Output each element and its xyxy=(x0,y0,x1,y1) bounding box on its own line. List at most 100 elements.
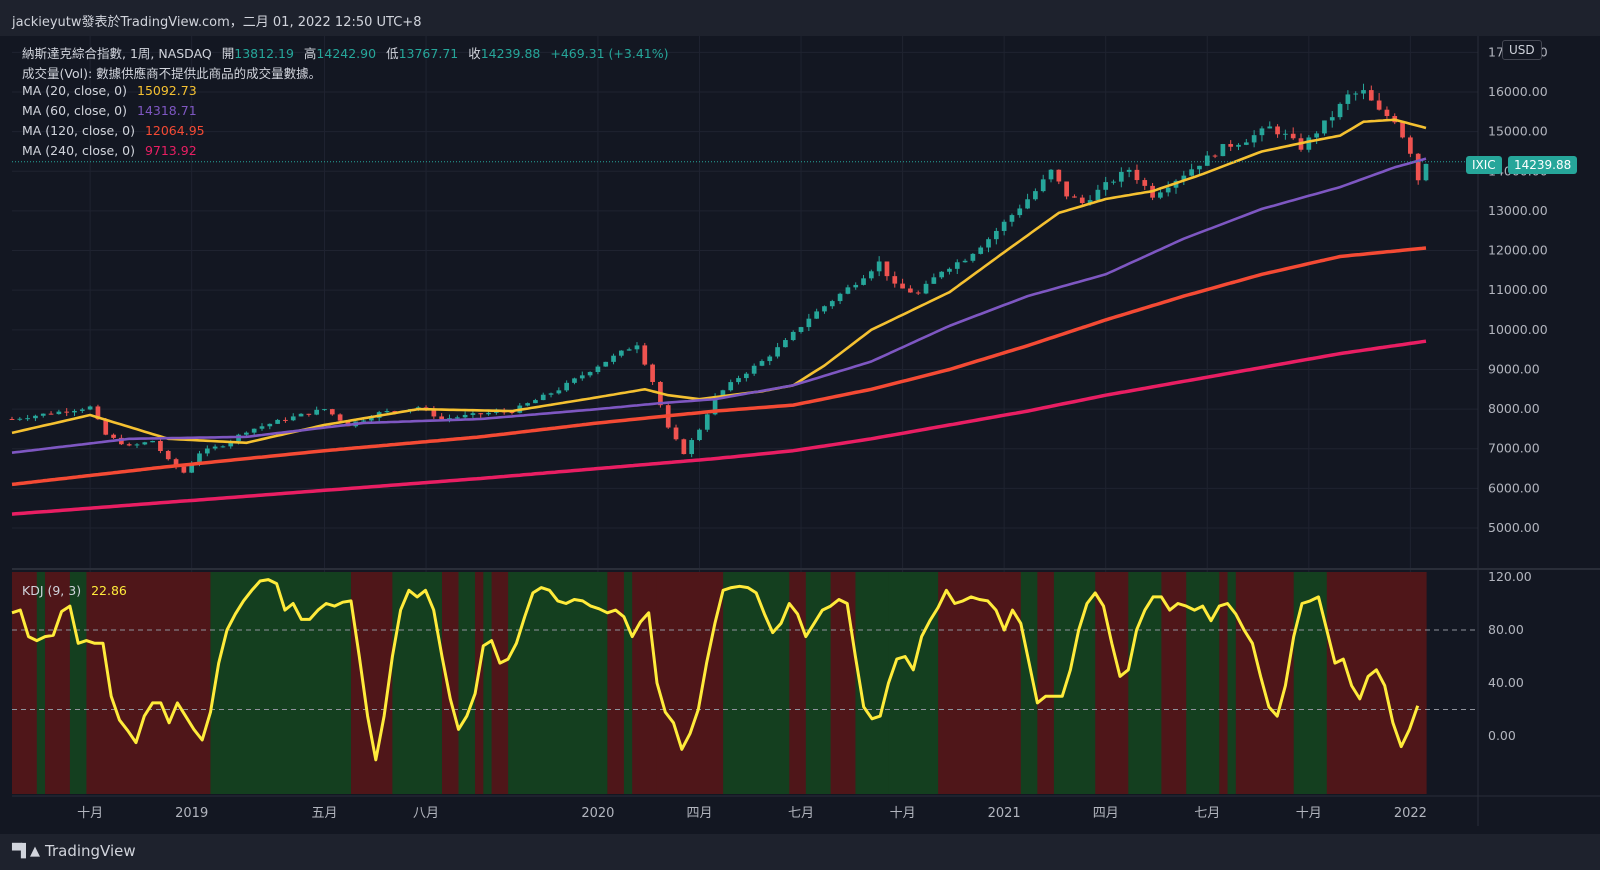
ma240-label: MA (240, close, 0) xyxy=(22,143,135,158)
candle-body xyxy=(978,247,984,254)
candle-body xyxy=(806,318,812,328)
candle-body xyxy=(126,444,132,446)
candle-body xyxy=(197,453,202,464)
candle-body xyxy=(1408,137,1413,154)
candle-body xyxy=(743,373,749,379)
time-tick-label: 2019 xyxy=(175,806,208,821)
candle-body xyxy=(1306,137,1312,150)
kdj-zone xyxy=(1219,572,1229,794)
candle-body xyxy=(915,292,921,294)
ma120-legend: MA (120, close, 0) 12064.95 xyxy=(22,123,205,138)
candle-body xyxy=(1267,126,1273,129)
kdj-zone xyxy=(1326,572,1427,794)
candle-body xyxy=(119,437,124,445)
candle-body xyxy=(1228,144,1234,147)
change-value: +469.31 (+3.41%) xyxy=(550,46,669,61)
moving-averages xyxy=(11,118,1427,516)
candle-body xyxy=(1072,196,1077,198)
candle-body xyxy=(525,403,530,406)
kdj-zone xyxy=(392,572,443,794)
candle-body xyxy=(1048,169,1054,180)
candle-body xyxy=(845,287,851,294)
candle-body xyxy=(759,361,765,366)
candle-body xyxy=(158,440,163,451)
candle-body xyxy=(720,390,726,397)
candle-body xyxy=(1103,182,1109,190)
kdj-zone xyxy=(12,572,38,794)
kdj-tick-label: 40.00 xyxy=(1488,675,1524,690)
publisher-bar: jackieyutw發表於TradingView.com，二月 01, 2022… xyxy=(0,0,1600,36)
candle-body xyxy=(1025,199,1030,209)
tradingview-logo[interactable]: ▀▌▲ TradingView xyxy=(12,842,136,860)
candle-body xyxy=(134,444,140,446)
candle-body xyxy=(447,418,452,420)
price-tick-label: 5000.00 xyxy=(1488,520,1540,535)
kdj-zone xyxy=(1161,572,1187,794)
candle-body xyxy=(1236,144,1241,147)
candle-body xyxy=(892,276,898,284)
candle-body xyxy=(494,411,499,413)
candle-body xyxy=(540,394,546,401)
candle-body xyxy=(923,283,929,294)
chart-canvas[interactable]: 5000.00 6000.00 7000.00 8000.00 9000.00 10000… xyxy=(0,36,1600,834)
candle-body xyxy=(954,262,960,269)
candle-body xyxy=(33,415,38,419)
time-tick-label: 七月 xyxy=(1194,806,1220,821)
kdj-zone xyxy=(441,572,460,794)
ma240-value: 9713.92 xyxy=(144,143,197,158)
ma-240-line xyxy=(11,339,1427,516)
candle-body xyxy=(259,426,265,429)
symbol-badge: IXIC xyxy=(1466,156,1502,174)
time-tick-label: 七月 xyxy=(788,806,814,821)
currency-badge[interactable]: USD xyxy=(1502,40,1542,60)
candle-body xyxy=(962,260,968,263)
time-axis: 十月 2019 五月 八月 2020 四月 七月 十月 2021 四月 七月 十月 2022 xyxy=(77,806,1427,821)
candle-body xyxy=(228,441,234,447)
open-label: 開 xyxy=(221,46,235,61)
candle-body xyxy=(298,413,304,417)
candle-body xyxy=(1283,133,1288,135)
ma60-value: 14318.71 xyxy=(137,103,197,118)
candle-body xyxy=(1220,144,1226,157)
kdj-zone xyxy=(723,572,790,794)
candle-body xyxy=(1353,93,1359,95)
candle-body xyxy=(478,413,484,415)
candle-body xyxy=(970,253,976,261)
candle-body xyxy=(564,382,570,391)
symbol-title: 納斯達克綜合指數, 1周, NASDAQ xyxy=(22,46,212,61)
brand-name: TradingView xyxy=(45,842,136,860)
kdj-zone xyxy=(475,572,484,794)
ma-120-line xyxy=(11,246,1427,487)
kdj-zone xyxy=(36,572,46,794)
candle-body xyxy=(454,417,460,419)
candle-body xyxy=(56,411,62,415)
kdj-legend: KDJ (9, 3) 22.86 xyxy=(22,583,127,598)
candle-body xyxy=(595,366,601,373)
candle-body xyxy=(611,355,616,362)
candle-body xyxy=(275,419,280,424)
candle-body xyxy=(1376,100,1382,110)
candle-body xyxy=(345,420,351,427)
candle-body xyxy=(634,345,640,350)
kdj-zone xyxy=(210,572,352,794)
candle-body xyxy=(486,412,491,415)
candle-body xyxy=(642,345,648,365)
candle-body xyxy=(1118,171,1124,182)
candle-body xyxy=(290,416,296,421)
time-tick-label: 五月 xyxy=(311,806,337,821)
ma20-value: 15092.73 xyxy=(137,83,197,98)
candle-body xyxy=(900,283,905,289)
kdj-zone xyxy=(86,572,212,794)
price-tick-label: 15000.00 xyxy=(1488,124,1548,139)
candle-body xyxy=(142,442,148,445)
kdj-zone xyxy=(607,572,625,794)
volume-note-text: 成交量(Vol): 數據供應商不提供此商品的成交量數據。 xyxy=(22,66,322,81)
candle-body xyxy=(384,411,390,413)
candle-body xyxy=(322,409,327,411)
candle-body xyxy=(251,428,257,433)
high-label: 高 xyxy=(303,46,317,61)
candle-body xyxy=(548,393,554,395)
candle-body xyxy=(1142,180,1148,186)
candle-body xyxy=(650,364,655,382)
price-tick-label: 9000.00 xyxy=(1488,361,1540,376)
